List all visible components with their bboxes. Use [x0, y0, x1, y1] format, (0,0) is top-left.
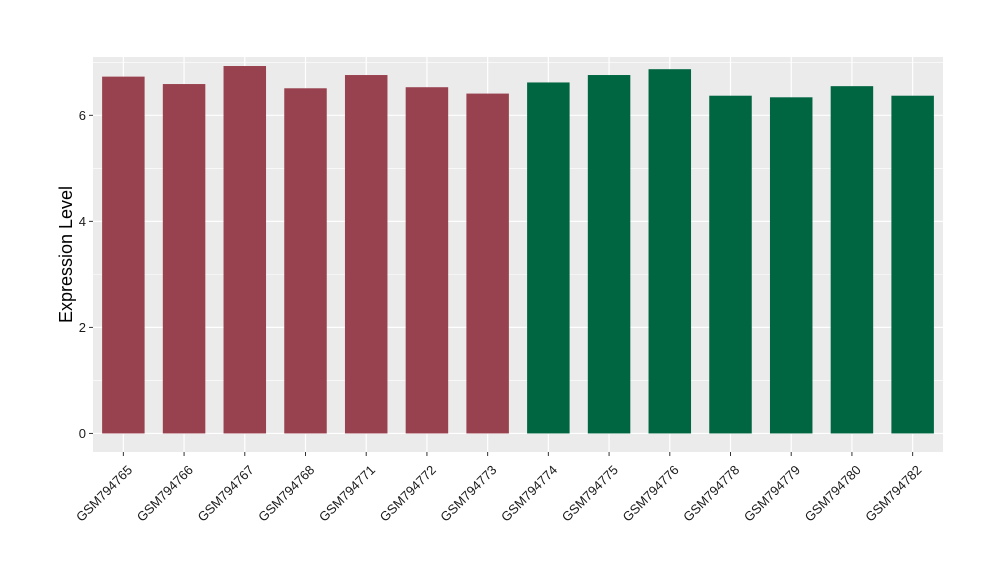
- plot-panel: [93, 57, 943, 452]
- x-tick-label: GSM794776: [619, 462, 681, 524]
- bar-GSM794766: [162, 84, 206, 434]
- y-axis-title: Expression Level: [56, 186, 76, 323]
- y-tick-label: 4: [79, 214, 86, 229]
- x-tick-label: GSM794779: [741, 462, 803, 524]
- bar-GSM794774: [527, 82, 570, 434]
- bar-GSM794768: [284, 88, 327, 434]
- bar-GSM794772: [405, 87, 449, 434]
- x-tick-label: GSM794771: [316, 462, 378, 524]
- bar-GSM794775: [587, 75, 631, 434]
- bar-GSM794771: [344, 75, 388, 434]
- bar-GSM794776: [648, 69, 692, 434]
- bar-GSM794780: [830, 86, 874, 434]
- x-tick-label: GSM794774: [498, 462, 560, 524]
- x-tick-label: GSM794772: [377, 462, 439, 524]
- bar-GSM794778: [709, 95, 752, 434]
- y-tick-label: 0: [79, 426, 86, 441]
- bar-GSM794767: [223, 66, 267, 434]
- x-tick-label: GSM794767: [194, 462, 256, 524]
- bar-GSM794782: [891, 95, 934, 434]
- x-tick-label: GSM794780: [802, 462, 864, 524]
- bar-GSM794773: [466, 93, 509, 434]
- bar-GSM794765: [102, 76, 145, 434]
- y-tick-label: 6: [79, 108, 86, 123]
- bars: [102, 66, 934, 434]
- x-tick-label: GSM794768: [255, 462, 317, 524]
- x-tick-label: GSM794778: [680, 462, 742, 524]
- x-tick-label: GSM794766: [134, 462, 196, 524]
- y-tick-label: 2: [79, 320, 86, 335]
- x-tick-label: GSM794775: [559, 462, 621, 524]
- x-tick-label: GSM794765: [73, 462, 135, 524]
- bar-GSM794779: [769, 97, 813, 434]
- x-tick-label: GSM794782: [862, 462, 924, 524]
- x-tick-label: GSM794773: [437, 462, 499, 524]
